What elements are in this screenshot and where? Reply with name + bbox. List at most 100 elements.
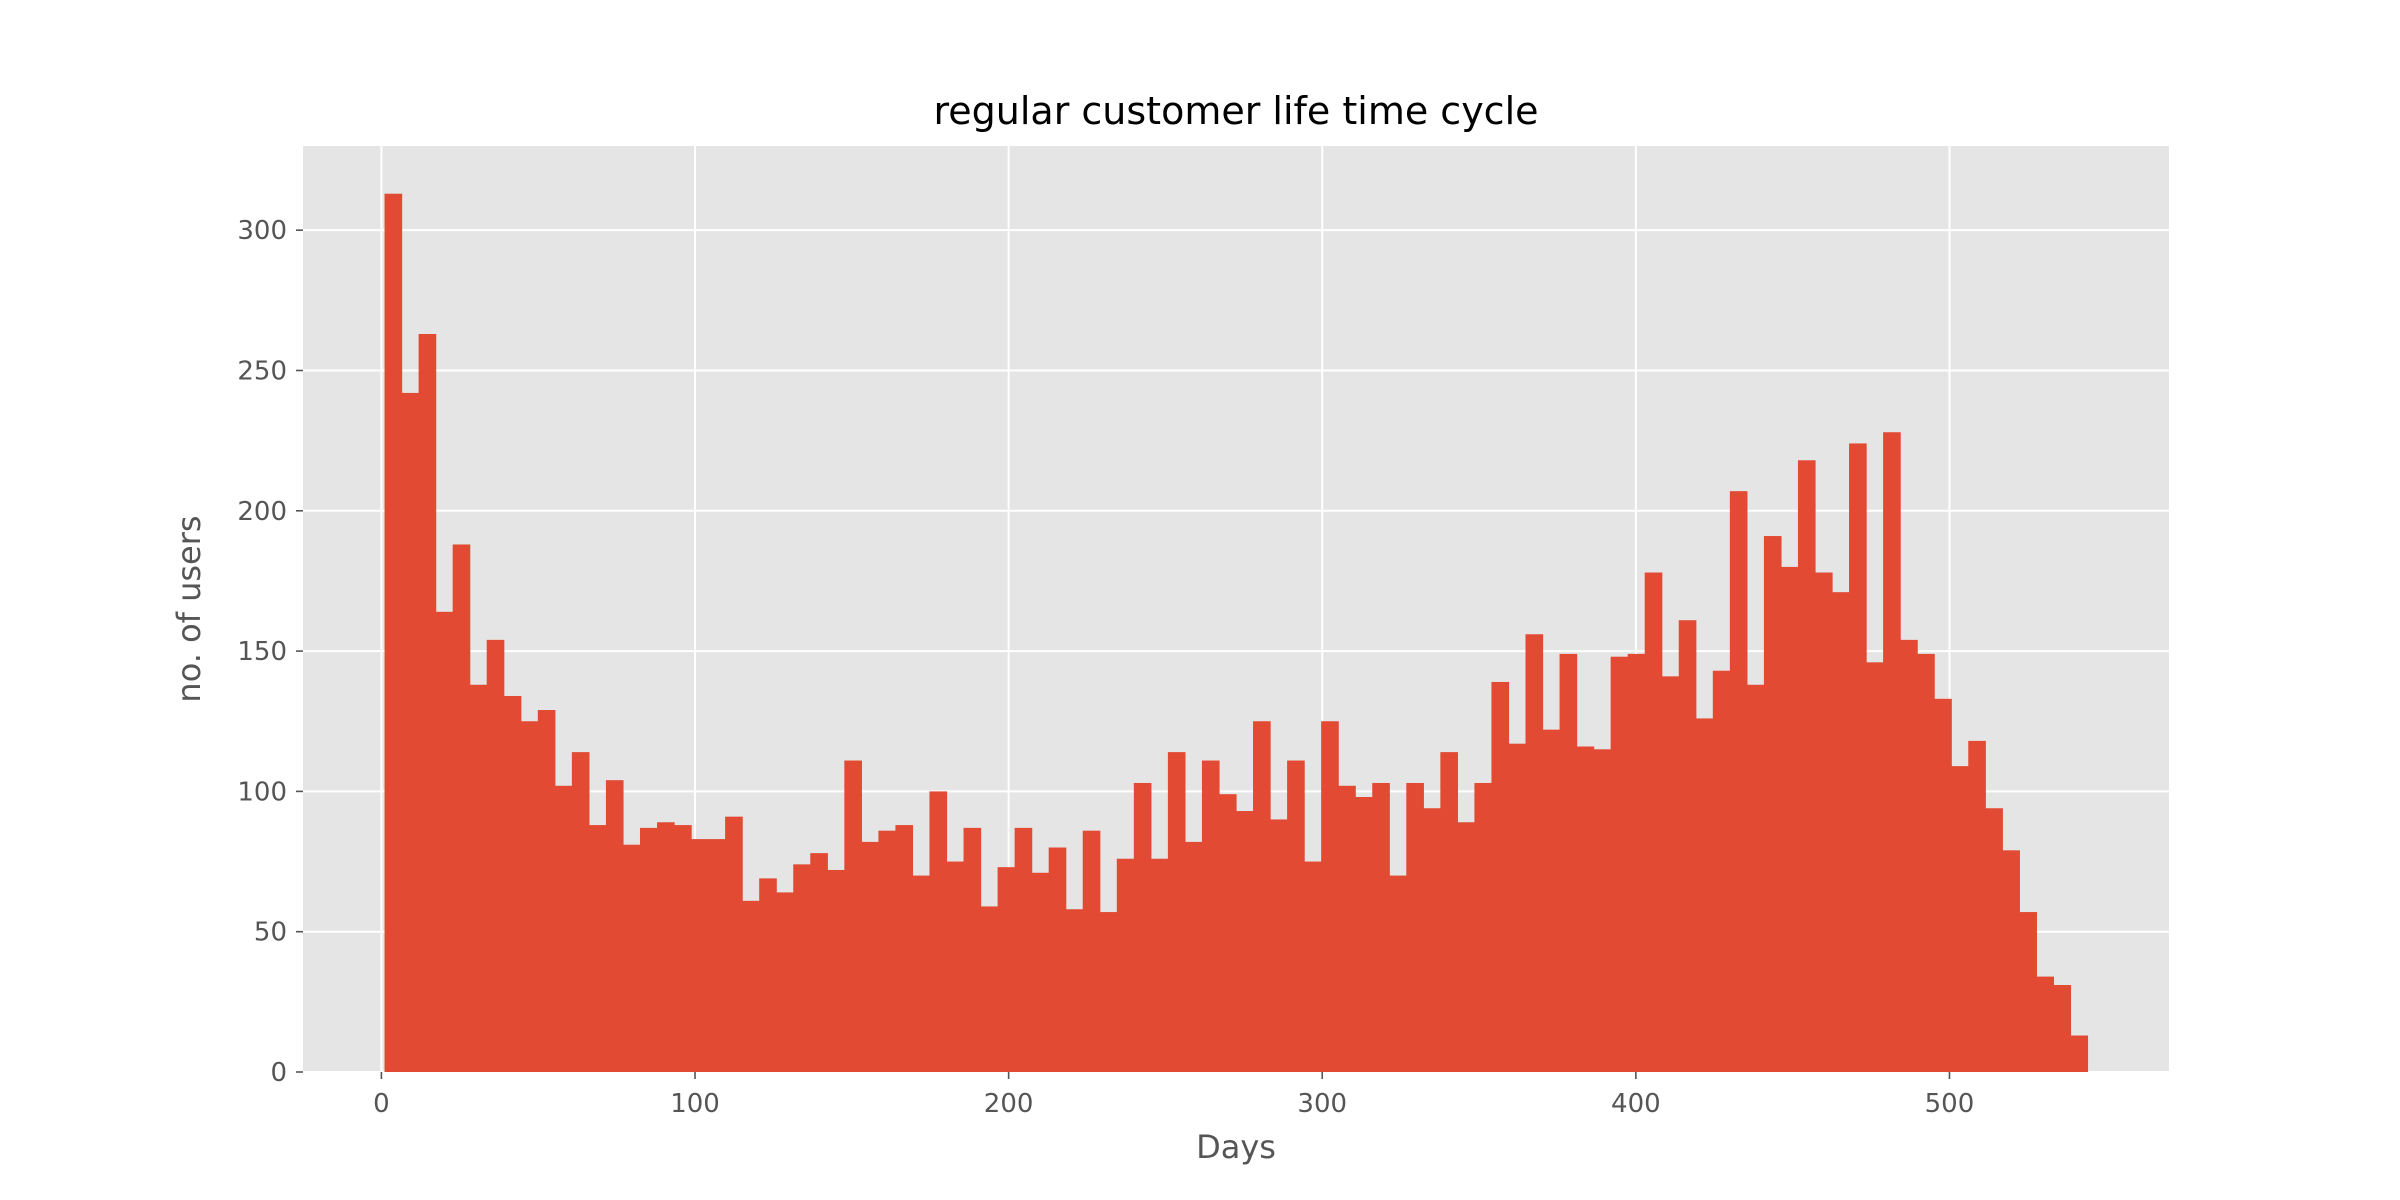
histogram-bar — [1082, 830, 1101, 1072]
histogram-bar — [1491, 681, 1510, 1072]
histogram-bar — [2002, 850, 2020, 1072]
histogram-bar — [1849, 443, 1867, 1073]
histogram-bar — [537, 710, 556, 1072]
histogram-bar — [657, 822, 675, 1072]
histogram-bar — [1184, 841, 1203, 1072]
y-tick-label: 150 — [237, 637, 287, 667]
histogram-bar — [452, 544, 471, 1072]
histogram-bar — [1218, 794, 1237, 1072]
x-tick-label: 100 — [670, 1089, 720, 1119]
histogram-bar — [810, 853, 828, 1072]
histogram-bar — [1508, 743, 1527, 1072]
histogram-bar — [725, 816, 743, 1072]
histogram-bar — [1048, 847, 1067, 1072]
histogram-bar — [1321, 721, 1339, 1072]
histogram-bar — [1406, 782, 1424, 1072]
histogram-bar — [1695, 718, 1714, 1072]
histogram-bar — [554, 785, 573, 1072]
histogram-bar — [1763, 536, 1782, 1072]
histogram-bar — [1917, 653, 1935, 1072]
histogram-bar — [793, 864, 811, 1072]
histogram-bar — [1440, 752, 1458, 1072]
histogram-bar — [861, 841, 879, 1072]
histogram-bar — [708, 839, 726, 1072]
histogram-bar — [1780, 566, 1799, 1072]
histogram-bar — [776, 892, 794, 1072]
histogram-bar — [929, 791, 948, 1072]
histogram-bar — [1236, 811, 1254, 1072]
histogram-bar — [2019, 912, 2037, 1072]
histogram-bar — [759, 878, 777, 1072]
histogram-bar — [1934, 698, 1952, 1072]
histogram-bar — [946, 861, 965, 1072]
histogram-bar — [1661, 676, 1680, 1072]
histogram-bar — [912, 875, 931, 1072]
histogram-bar — [605, 780, 624, 1072]
y-tick-label: 50 — [254, 918, 287, 948]
y-axis-label: no. of users — [170, 515, 208, 702]
histogram-bar — [1167, 752, 1186, 1072]
histogram-bar — [418, 334, 437, 1072]
y-tick-label: 0 — [270, 1058, 287, 1088]
histogram-bar — [401, 392, 420, 1072]
x-axis-ticks: 0 100 200 300 400 500 — [373, 1072, 1974, 1119]
histogram-bar — [1304, 861, 1322, 1072]
x-tick-label: 0 — [373, 1089, 390, 1119]
histogram-bar — [1338, 785, 1356, 1072]
y-axis-ticks: 0 50 100 150 200 250 300 — [237, 216, 303, 1088]
histogram-bar — [571, 752, 590, 1072]
x-tick-label: 300 — [1297, 1089, 1347, 1119]
histogram-bar — [1729, 491, 1748, 1072]
histogram-bar — [1644, 572, 1663, 1072]
x-tick-label: 400 — [1611, 1089, 1661, 1119]
histogram-bar — [827, 869, 845, 1072]
histogram-bar — [1712, 670, 1731, 1072]
histogram-bar — [1866, 662, 1884, 1072]
histogram-bar — [963, 827, 982, 1072]
histogram-bar — [1576, 746, 1595, 1072]
histogram-bar — [1423, 808, 1441, 1072]
histogram-bar — [486, 639, 505, 1072]
bars — [384, 193, 2089, 1073]
histogram-bar — [1678, 620, 1697, 1072]
histogram-bar — [1014, 827, 1033, 1072]
histogram-bar — [1968, 740, 1986, 1072]
y-tick-label: 250 — [237, 356, 287, 386]
histogram-bar — [742, 900, 760, 1072]
histogram-bar — [1900, 639, 1918, 1072]
histogram-bar — [1797, 460, 1816, 1072]
chart-title: regular customer life time cycle — [933, 89, 1538, 133]
histogram-bar — [1389, 875, 1407, 1072]
histogram-bar — [1116, 858, 1135, 1072]
histogram-bar — [520, 721, 539, 1072]
histogram-bar — [639, 827, 658, 1072]
histogram-bar — [1355, 797, 1373, 1072]
histogram-bar — [435, 611, 454, 1072]
histogram-bar — [1372, 782, 1390, 1072]
histogram-bar — [1457, 822, 1476, 1072]
x-tick-label: 200 — [984, 1089, 1034, 1119]
histogram-bar — [588, 825, 607, 1072]
histogram-bar — [1883, 432, 1901, 1073]
y-tick-label: 300 — [237, 216, 287, 246]
x-tick-label: 500 — [1925, 1089, 1975, 1119]
histogram-bar — [1201, 760, 1220, 1072]
histogram-bar — [1099, 912, 1118, 1072]
histogram-bar — [1525, 634, 1544, 1072]
histogram-bar — [1627, 653, 1646, 1072]
histogram-bar — [1610, 656, 1629, 1072]
histogram-bar — [1814, 572, 1833, 1072]
histogram-bar — [1065, 909, 1084, 1072]
histogram-bar — [2036, 976, 2055, 1072]
histogram-bar — [1542, 729, 1561, 1072]
histogram-bar — [2053, 985, 2072, 1072]
histogram-bar — [1985, 808, 2003, 1072]
histogram-bar — [1474, 782, 1493, 1072]
histogram-bar — [674, 825, 692, 1072]
histogram-bar — [1832, 592, 1850, 1072]
histogram-bar — [1593, 749, 1612, 1072]
histogram-bar — [1270, 819, 1288, 1072]
y-tick-label: 100 — [237, 777, 287, 807]
histogram-bar — [691, 839, 709, 1072]
